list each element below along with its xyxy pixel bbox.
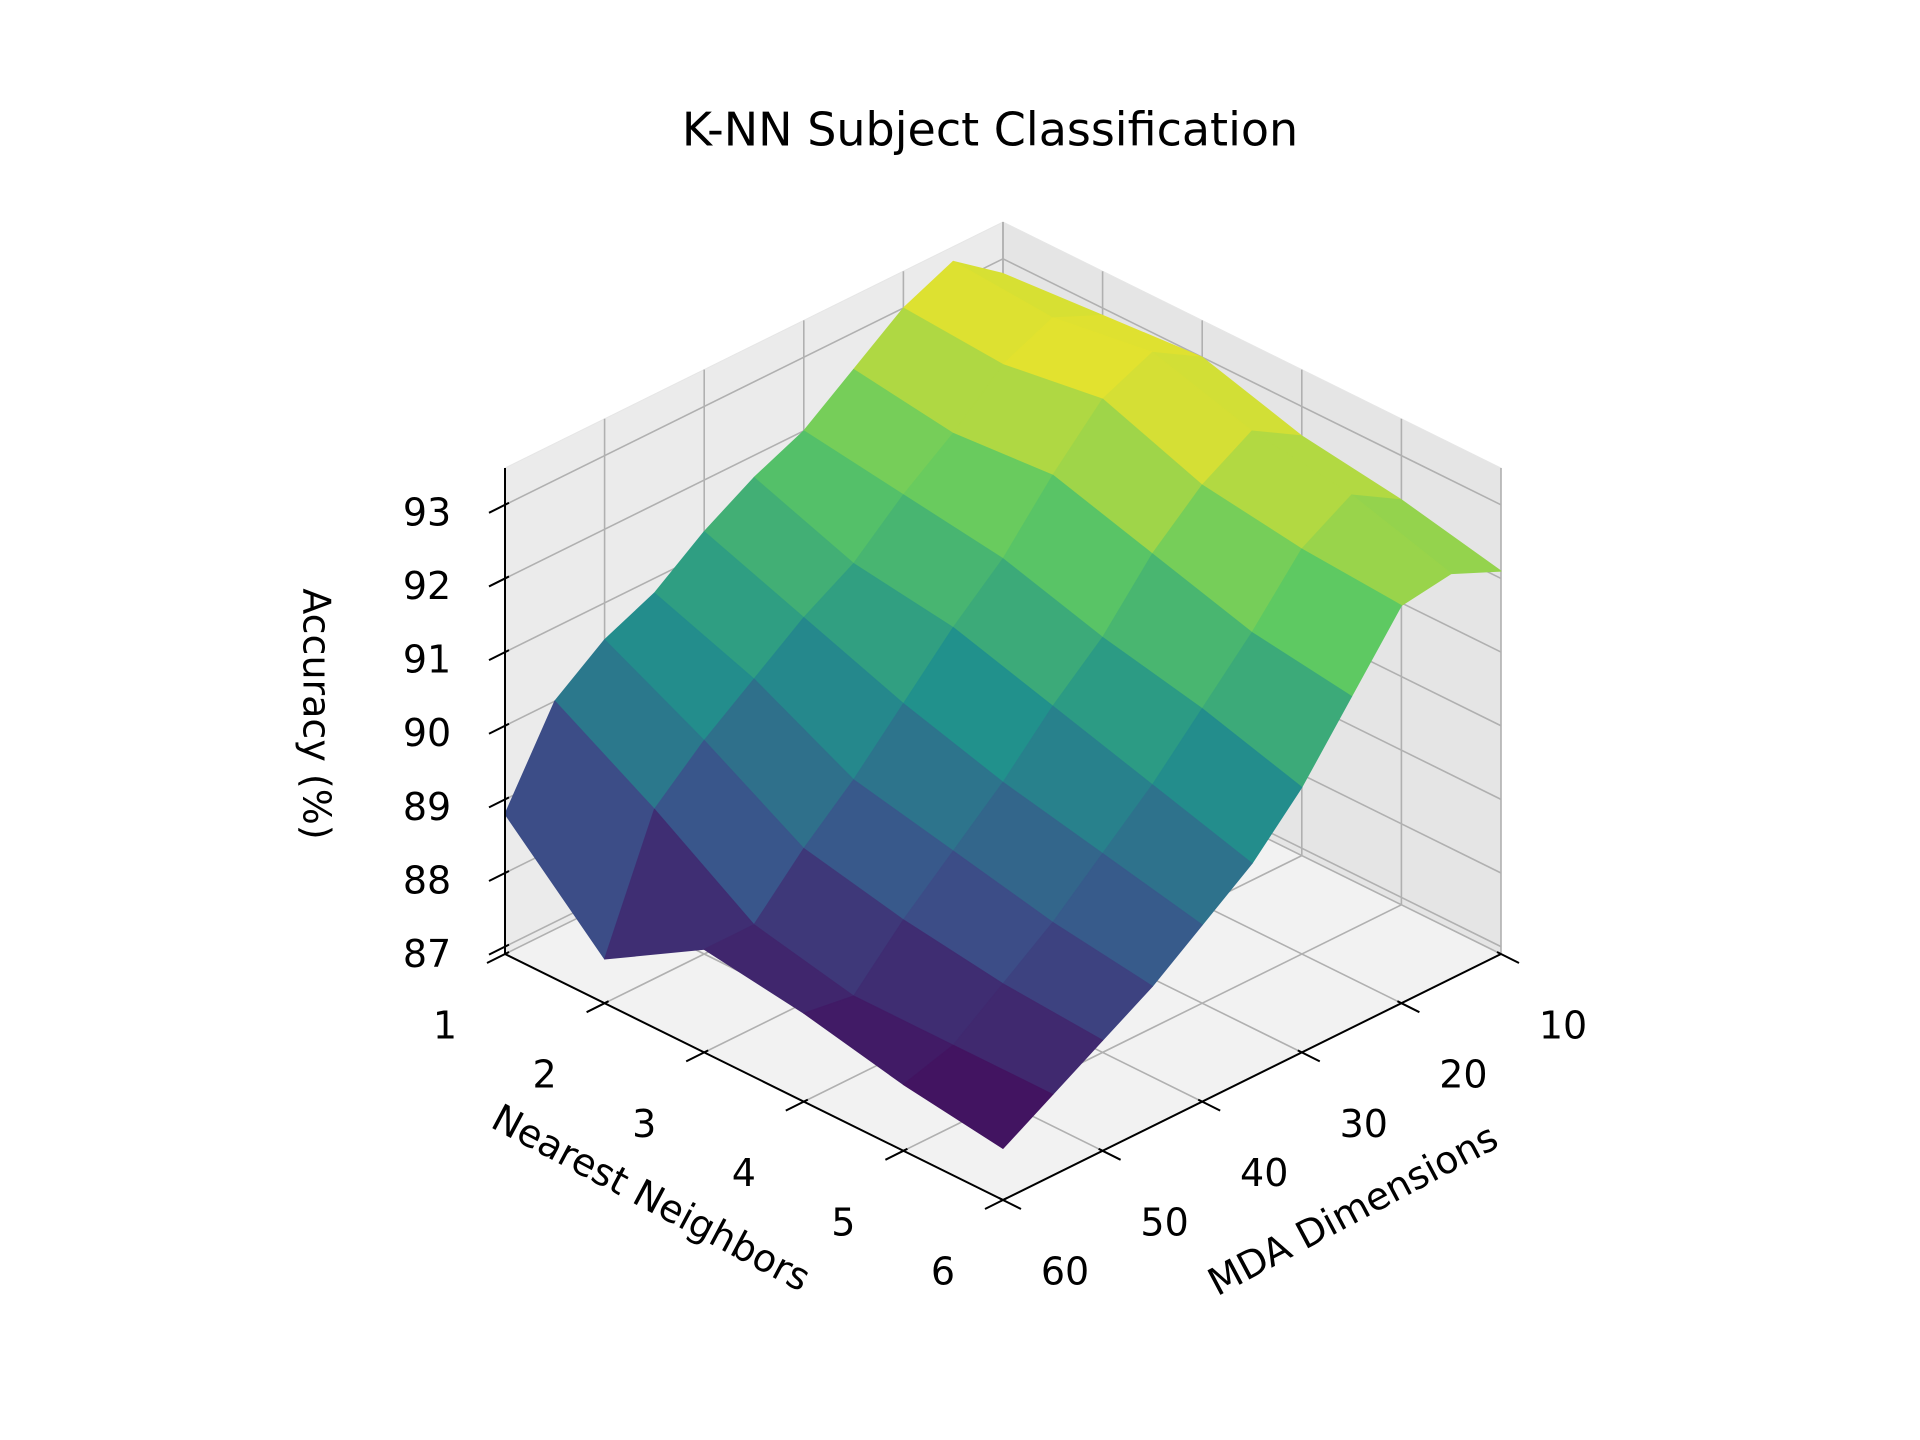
z-tick-label: 93 bbox=[403, 490, 451, 534]
z-tick-label: 92 bbox=[403, 564, 451, 608]
y-tick-label: 50 bbox=[1140, 1200, 1188, 1244]
x-tick-label: 4 bbox=[732, 1151, 756, 1195]
x-tick-label: 3 bbox=[632, 1102, 656, 1146]
axes: 1 2 3 4 5 6 10 20 30 40 50 60 87 88 89 90 91 92 93 bbox=[403, 468, 1587, 1294]
x-tick-label: 1 bbox=[433, 1004, 457, 1048]
z-tick-label: 90 bbox=[403, 711, 451, 755]
y-tick-label: 20 bbox=[1439, 1053, 1487, 1097]
y-tick-label: 10 bbox=[1539, 1004, 1587, 1048]
chart-title: K-NN Subject Classification bbox=[682, 103, 1298, 157]
x-tick-label: 6 bbox=[931, 1250, 955, 1294]
z-tick-label: 91 bbox=[403, 638, 451, 682]
y-axis-line bbox=[1002, 953, 1502, 1201]
surface bbox=[504, 260, 1502, 1149]
z-tick-label: 88 bbox=[403, 859, 451, 903]
y-tick-label: 30 bbox=[1340, 1102, 1388, 1146]
z-axis-label: Accuracy (%) bbox=[295, 588, 339, 839]
surface-face bbox=[902, 1044, 1054, 1149]
grid-line bbox=[1002, 258, 1502, 506]
z-tick-label: 89 bbox=[403, 785, 451, 829]
y-tick-label: 40 bbox=[1240, 1151, 1288, 1195]
x-tick-label: 5 bbox=[831, 1200, 855, 1244]
x-axis-line bbox=[504, 953, 1004, 1201]
y-tick-label: 60 bbox=[1041, 1250, 1089, 1294]
x-tick-label: 2 bbox=[533, 1053, 557, 1097]
z-tick-label: 87 bbox=[403, 932, 451, 976]
